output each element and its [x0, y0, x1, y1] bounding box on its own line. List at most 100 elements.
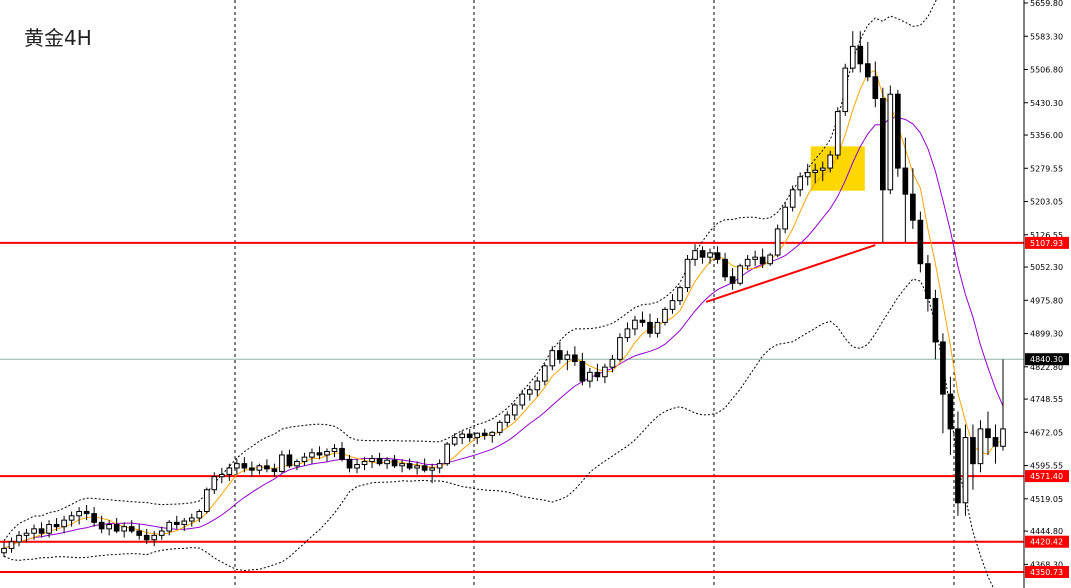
candle-body [158, 530, 165, 536]
candle-body [376, 457, 383, 465]
candle [549, 346, 556, 371]
candle [729, 268, 736, 290]
candle-body [677, 287, 683, 302]
candle-body [940, 341, 946, 395]
candle [541, 363, 548, 386]
candle [331, 444, 338, 458]
candle [68, 511, 75, 527]
candle-body [286, 454, 293, 467]
candle [429, 463, 435, 484]
candle-body [917, 219, 924, 265]
candle-body [962, 437, 969, 504]
level-badge-label: 5107.93 [1030, 239, 1063, 248]
level-badge-label: 4420.42 [1030, 538, 1063, 547]
candle [617, 333, 623, 362]
candle-body [511, 404, 518, 416]
candle-body [624, 328, 631, 339]
candle-body [895, 93, 901, 169]
y-tick-label: 4595.55 [1030, 462, 1063, 471]
candle [181, 517, 188, 532]
candle-body [143, 534, 150, 541]
candle-body [729, 276, 736, 284]
candle-body [774, 228, 781, 256]
candle [526, 385, 533, 401]
candle [849, 31, 856, 73]
candle-body [68, 515, 75, 521]
candle [707, 248, 713, 264]
candle [23, 528, 30, 542]
candle-body [609, 358, 616, 368]
candle-body [767, 254, 773, 265]
candle [173, 515, 180, 529]
candle [692, 244, 698, 266]
candle [339, 441, 345, 462]
candle [376, 452, 383, 466]
candle [511, 402, 518, 421]
candle-body [8, 541, 15, 549]
candle [977, 420, 984, 473]
candle-body [714, 252, 721, 260]
candle [158, 526, 165, 540]
candle [324, 448, 330, 462]
candle-body [985, 428, 991, 439]
candlesticks [1, 31, 1006, 558]
y-tick-label: 4748.55 [1030, 395, 1063, 404]
y-tick-label: 5583.30 [1030, 32, 1063, 41]
candle [992, 424, 999, 464]
candle-body [31, 528, 37, 534]
candle-body [429, 467, 435, 471]
candle-body [572, 354, 578, 363]
candle-body [339, 447, 345, 460]
candle-body [932, 297, 939, 343]
candle-body [977, 428, 984, 465]
candle [136, 524, 143, 540]
candle [804, 163, 811, 186]
candle-body [391, 459, 398, 467]
candle [1000, 359, 1006, 451]
chart-title: 黄金4H [24, 26, 92, 50]
level-badge-bg [1025, 236, 1069, 249]
candle [436, 459, 443, 474]
candle [121, 522, 128, 538]
candle-body [324, 450, 330, 456]
trendline [705, 244, 876, 303]
vertical-gridlines [234, 0, 955, 588]
current-price-badge-label: 4840.30 [1030, 355, 1063, 364]
candle [827, 150, 834, 173]
candle [211, 472, 218, 495]
candle-body [955, 428, 961, 504]
candle [113, 517, 120, 534]
candle [789, 185, 796, 212]
candle [654, 318, 661, 338]
candle-body [196, 510, 203, 519]
candle-body [1000, 428, 1006, 447]
candle [166, 520, 173, 536]
candle-body [812, 169, 819, 173]
y-tick-label: 5203.05 [1030, 198, 1063, 207]
candle [46, 520, 52, 538]
lower-band [3, 278, 994, 588]
candle-body [970, 437, 976, 465]
candle-body [166, 521, 173, 532]
candle [647, 313, 653, 338]
candle-body [301, 456, 308, 462]
candle [819, 161, 826, 182]
candle [662, 307, 668, 326]
y-tick-label: 5659.80 [1030, 0, 1063, 8]
candle-body [744, 258, 751, 267]
candle [639, 311, 646, 327]
candle [624, 322, 631, 342]
candle [669, 294, 676, 314]
candle [902, 137, 909, 242]
level-badge-label: 4571.40 [1030, 472, 1063, 481]
level-badge-label: 4350.73 [1030, 568, 1063, 577]
candle-body [414, 465, 420, 469]
candle [970, 424, 976, 490]
y-tick-label: 5126.55 [1030, 231, 1063, 240]
candle [264, 459, 270, 473]
candle [557, 341, 563, 364]
candle-body [910, 193, 916, 221]
candle-body [218, 474, 225, 478]
candle-body [722, 258, 728, 278]
candle [489, 431, 496, 443]
